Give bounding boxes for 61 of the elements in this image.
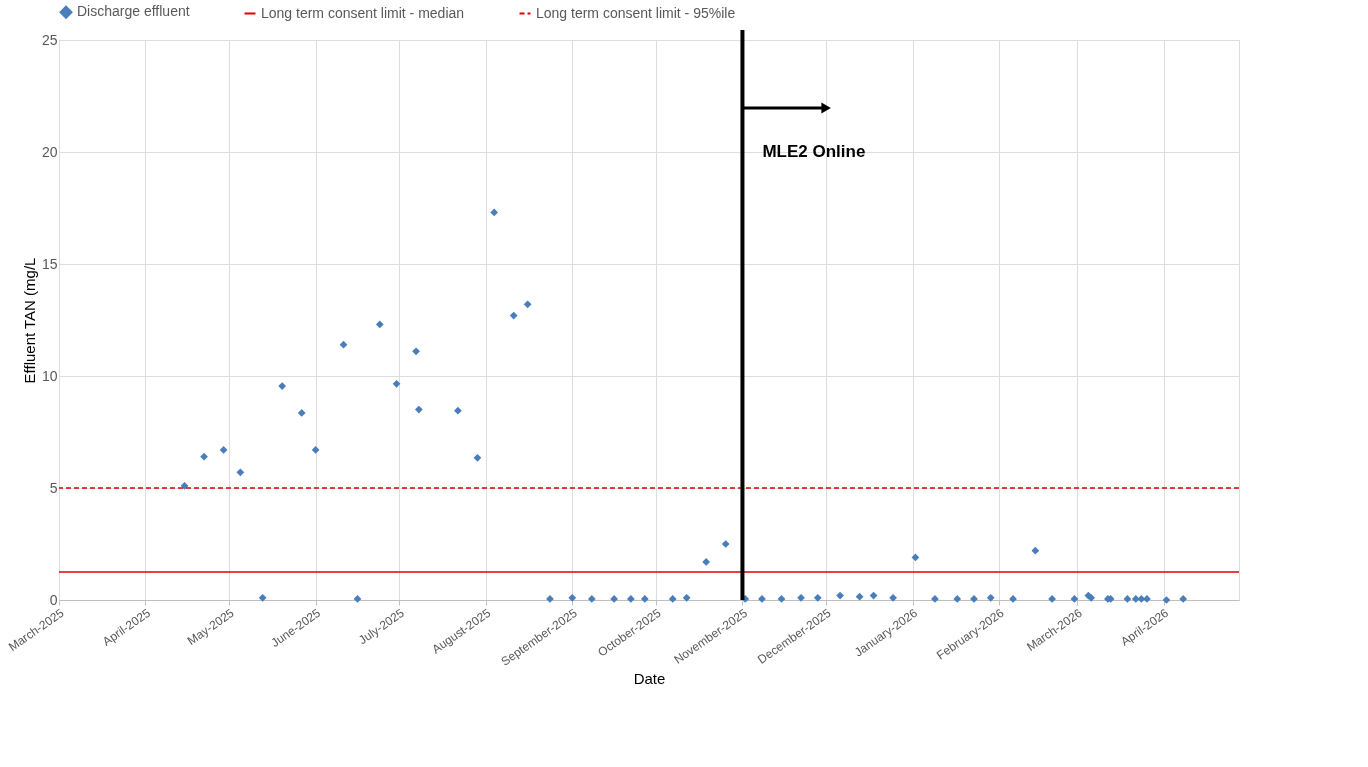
x-axis-title: Date	[633, 669, 666, 687]
point	[258, 593, 267, 602]
point	[509, 311, 518, 320]
point	[640, 595, 649, 603]
point	[568, 593, 577, 602]
y-tick-label: 25	[41, 31, 58, 48]
point	[626, 595, 635, 603]
y-tick-label: 20	[41, 143, 58, 160]
ref-line-label: MLE2 Online	[762, 142, 866, 161]
point	[375, 320, 384, 329]
point	[721, 540, 730, 548]
legend-label: Long term consent limit - 95%ile	[536, 4, 736, 21]
point	[392, 379, 401, 388]
point	[702, 558, 711, 566]
point	[1070, 595, 1079, 603]
point	[490, 208, 499, 217]
point	[473, 453, 482, 462]
point	[855, 592, 864, 601]
point	[682, 593, 691, 602]
point	[777, 595, 786, 603]
point	[1162, 596, 1171, 604]
point	[911, 553, 920, 562]
point	[797, 593, 805, 602]
point	[278, 382, 287, 390]
point	[587, 595, 596, 603]
point	[1048, 595, 1056, 603]
point	[1031, 546, 1040, 555]
point	[668, 595, 677, 603]
point	[412, 347, 420, 356]
point	[970, 595, 978, 603]
point	[953, 595, 962, 603]
legend-label: Discharge effluent	[77, 3, 190, 20]
point	[353, 595, 362, 603]
y-tick-label: 5	[49, 479, 58, 496]
point	[219, 446, 228, 454]
point	[339, 340, 348, 349]
point	[311, 446, 320, 454]
point	[1179, 595, 1188, 603]
point	[1009, 595, 1017, 603]
point	[523, 300, 532, 309]
point	[931, 595, 939, 603]
point	[1123, 595, 1132, 603]
y-tick-label: 0	[49, 591, 58, 608]
point	[758, 595, 766, 603]
point	[236, 468, 245, 477]
y-tick-label: 10	[41, 367, 58, 384]
point	[546, 595, 554, 603]
legend-label: Long term consent limit - median	[261, 4, 465, 21]
point	[200, 452, 208, 461]
point	[180, 481, 189, 490]
point	[1143, 595, 1151, 603]
point	[454, 406, 462, 415]
point	[986, 593, 995, 602]
y-tick-label: 15	[41, 255, 58, 272]
point	[414, 405, 423, 414]
point	[610, 595, 618, 603]
y-axis-title: Effluent TAN (mg/L	[20, 257, 38, 384]
point	[813, 593, 822, 602]
point	[889, 593, 897, 602]
point	[297, 409, 306, 417]
point	[836, 591, 844, 600]
